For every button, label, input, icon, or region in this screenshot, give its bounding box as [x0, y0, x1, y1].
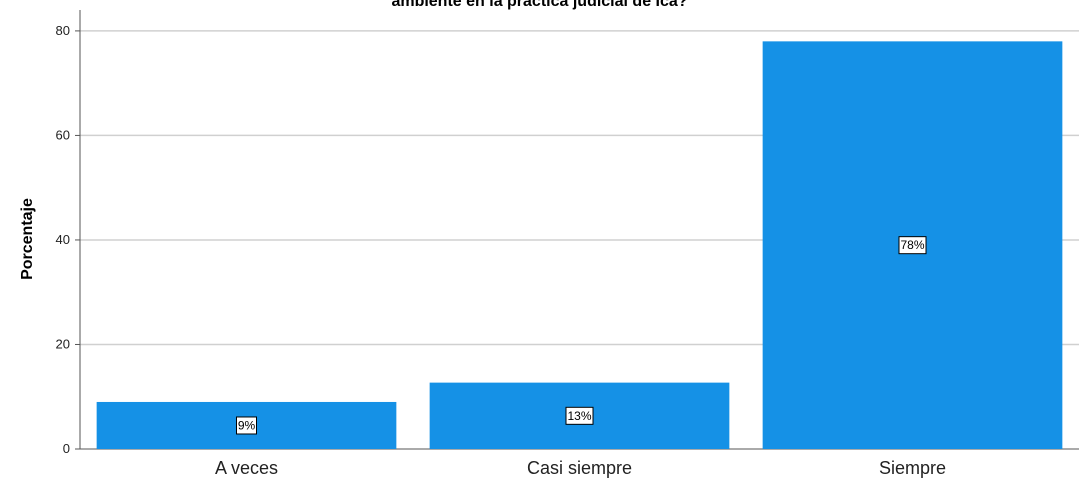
y-tick-label: 40: [56, 232, 70, 247]
y-tick-label: 80: [56, 23, 70, 38]
y-tick-label: 20: [56, 336, 70, 351]
x-tick-label: Siempre: [879, 458, 946, 478]
chart-title: ambiente en la práctica judicial de Ica?: [391, 0, 688, 10]
y-axis-label: Porcentaje: [19, 198, 36, 280]
y-tick-label: 60: [56, 127, 70, 142]
y-tick-label: 0: [63, 441, 70, 456]
data-label-box: [236, 416, 257, 435]
data-label-box: [898, 236, 927, 255]
data-label-box: [565, 406, 594, 425]
data-label: 9%: [238, 418, 256, 432]
x-tick-label: A veces: [215, 458, 278, 478]
data-label: 13%: [567, 409, 591, 423]
data-label: 78%: [900, 238, 924, 252]
x-tick-label: Casi siempre: [527, 458, 632, 478]
